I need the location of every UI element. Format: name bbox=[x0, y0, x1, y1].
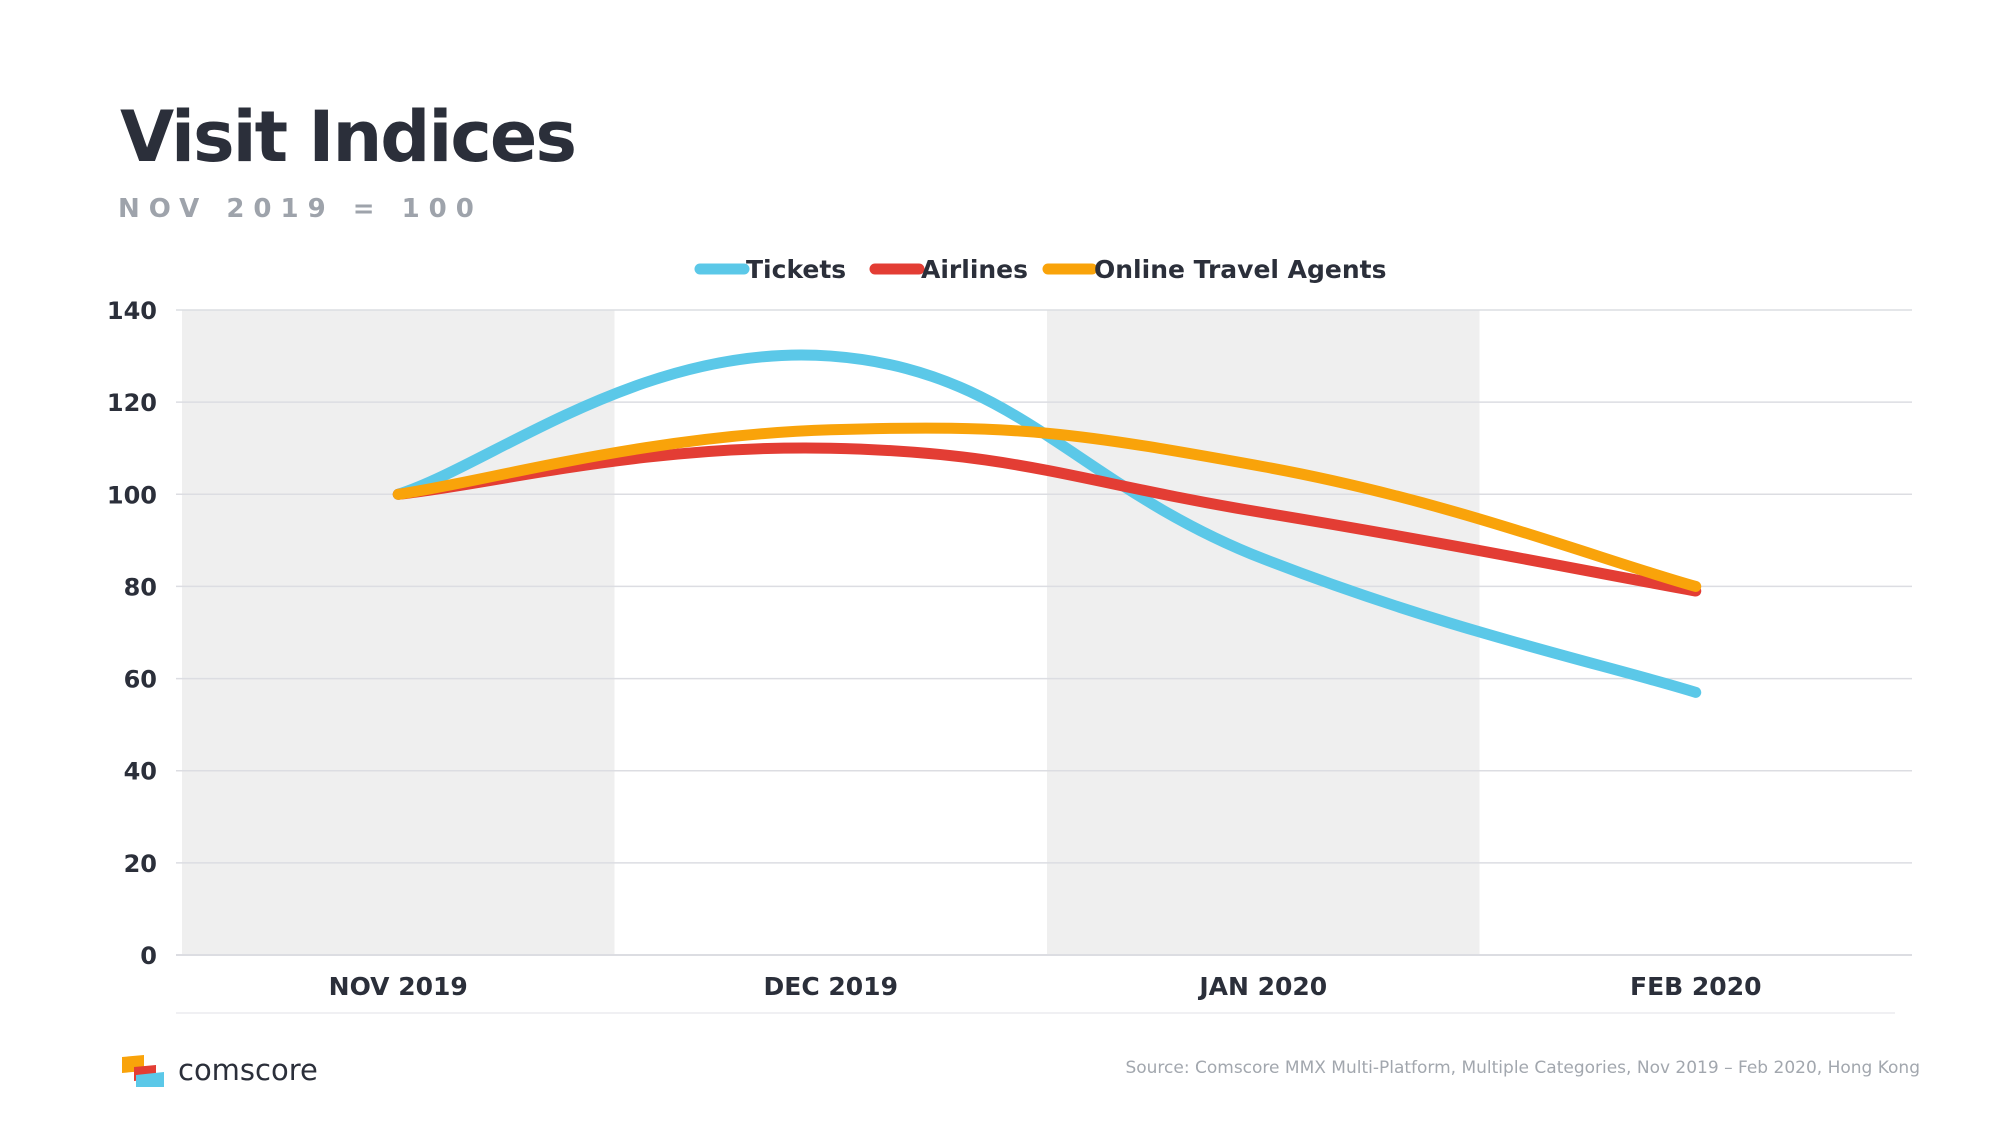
y-tick-label: 100 bbox=[107, 481, 157, 509]
y-tick-label: 140 bbox=[107, 297, 157, 325]
y-tick-label: 80 bbox=[124, 573, 157, 601]
page-subtitle: NOV 2019 = 100 bbox=[118, 194, 483, 224]
shaded-band bbox=[1047, 310, 1480, 955]
x-tick-label: NOV 2019 bbox=[329, 972, 468, 1001]
x-tick-label: FEB 2020 bbox=[1630, 972, 1762, 1001]
y-tick-label: 120 bbox=[107, 389, 157, 417]
series-line-online-travel-agents bbox=[392, 422, 1702, 592]
y-tick-label: 40 bbox=[124, 758, 157, 786]
brand-name: comscore bbox=[178, 1053, 318, 1087]
comscore-logo-icon bbox=[122, 1055, 164, 1087]
legend-label: Airlines bbox=[921, 255, 1028, 284]
series-line-airlines bbox=[392, 442, 1702, 597]
x-tick-label: DEC 2019 bbox=[764, 972, 898, 1001]
y-tick-label: 0 bbox=[140, 942, 157, 970]
legend-label: Online Travel Agents bbox=[1094, 255, 1387, 284]
shaded-band bbox=[182, 310, 615, 955]
y-tick-label: 20 bbox=[124, 850, 157, 878]
legend-label: Tickets bbox=[746, 255, 846, 284]
x-tick-label: JAN 2020 bbox=[1197, 972, 1327, 1001]
page-title: Visit Indices bbox=[120, 96, 577, 178]
source-note: Source: Comscore MMX Multi-Platform, Mul… bbox=[1125, 1058, 1920, 1078]
y-tick-label: 60 bbox=[124, 666, 157, 694]
